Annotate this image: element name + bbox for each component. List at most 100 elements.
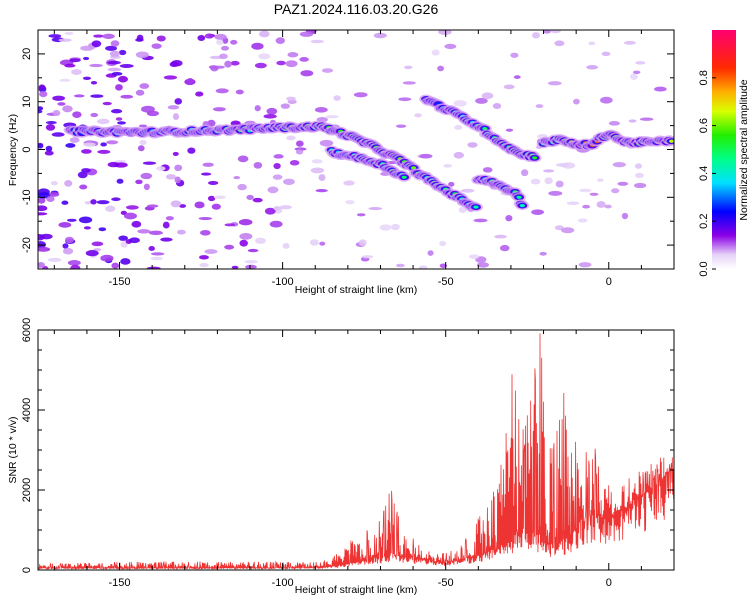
noise-blob — [453, 151, 464, 159]
noise-blob — [57, 102, 66, 106]
noise-blob — [510, 52, 519, 58]
noise-blob — [555, 180, 564, 188]
noise-blob — [125, 205, 139, 210]
noise-blob — [143, 183, 150, 191]
noise-blob — [165, 174, 176, 180]
noise-blob — [81, 168, 91, 173]
noise-blob — [343, 180, 355, 186]
noise-blob — [72, 111, 82, 118]
noise-blob — [117, 75, 128, 83]
noise-blob — [438, 30, 452, 35]
noise-blob — [251, 42, 264, 50]
noise-blob — [391, 223, 400, 231]
noise-blob — [139, 140, 147, 145]
noise-blob — [84, 201, 93, 205]
noise-blob — [135, 179, 143, 185]
noise-blob — [318, 174, 326, 181]
noise-blob — [174, 164, 183, 172]
noise-blob — [494, 234, 507, 239]
noise-blob — [214, 33, 227, 41]
noise-blob — [139, 83, 150, 89]
noise-blob — [58, 221, 72, 228]
noise-blob — [135, 51, 149, 59]
noise-blob — [137, 145, 145, 152]
noise-blob — [419, 153, 433, 159]
noise-blob — [172, 113, 180, 121]
noise-blob — [639, 117, 654, 121]
noise-blob — [62, 247, 74, 255]
noise-blob — [82, 56, 90, 61]
noise-blob — [554, 40, 565, 47]
noise-blob — [264, 207, 276, 215]
noise-blob — [654, 86, 667, 92]
noise-blob — [162, 221, 170, 229]
noise-blob — [321, 68, 334, 73]
noise-blob — [69, 137, 80, 143]
noise-blob — [48, 34, 62, 38]
x-tick-label: 0 — [606, 577, 612, 589]
noise-blob — [454, 124, 463, 130]
noise-blob — [38, 205, 48, 212]
noise-blob — [102, 101, 112, 106]
noise-blob — [38, 241, 47, 249]
noise-blob — [443, 164, 453, 168]
noise-blob — [38, 212, 48, 216]
noise-blob — [38, 106, 44, 111]
noise-blob — [267, 186, 279, 194]
noise-blob — [156, 35, 166, 42]
snr-frame — [37, 329, 675, 571]
noise-blob — [554, 225, 564, 231]
noise-blob — [69, 58, 81, 63]
noise-blob — [221, 45, 230, 51]
noise-blob — [319, 241, 326, 246]
noise-blob — [439, 240, 447, 247]
noise-blob — [105, 205, 116, 212]
noise-blob — [137, 229, 151, 234]
noise-blob — [427, 250, 434, 256]
colorbar-label: Normalized spectral amplitude — [738, 79, 750, 220]
noise-blob — [358, 239, 367, 246]
noise-blob — [247, 248, 259, 253]
noise-blob — [513, 75, 521, 79]
y-tick-label: -20 — [21, 237, 33, 253]
x-tick-label: -100 — [272, 276, 294, 288]
ridge-core — [669, 139, 674, 143]
noise-blob — [444, 43, 457, 50]
noise-blob — [45, 145, 53, 152]
x-tick-label: -100 — [272, 577, 294, 589]
y-tick-label: 4000 — [21, 398, 33, 422]
noise-blob — [38, 109, 43, 114]
noise-blob — [58, 38, 72, 42]
noise-blob — [82, 76, 92, 81]
noise-blob — [539, 251, 547, 256]
noise-blob — [204, 33, 214, 39]
noise-blob — [98, 227, 107, 232]
snr-x-axis-label: Height of straight line (km) — [295, 584, 418, 596]
noise-blob — [111, 262, 120, 269]
noise-blob — [115, 84, 123, 91]
y-tick-label: 20 — [21, 48, 33, 60]
noise-blob — [586, 65, 599, 70]
noise-blob — [119, 63, 134, 68]
snr-y-axis-label: SNR (10 * v/v) — [7, 416, 19, 483]
noise-blob — [213, 195, 227, 200]
noise-blob — [163, 75, 178, 80]
noise-blob — [90, 199, 97, 205]
noise-blob — [418, 265, 428, 269]
noise-blob — [561, 227, 575, 234]
x-tick-label: 0 — [606, 276, 612, 288]
noise-blob — [38, 143, 44, 149]
noise-blob — [635, 61, 646, 65]
noise-blob — [314, 107, 328, 113]
noise-blob — [273, 162, 281, 170]
noise-blob — [309, 239, 319, 246]
noise-blob — [505, 128, 514, 132]
noise-blob — [535, 104, 544, 109]
noise-blob — [280, 103, 290, 109]
noise-blob — [97, 118, 110, 125]
spectrogram-x-axis-label: Height of straight line (km) — [295, 284, 418, 296]
noise-blob — [49, 192, 60, 197]
noise-blob — [325, 115, 339, 119]
noise-blob — [174, 98, 183, 105]
ridge-core — [532, 156, 538, 160]
